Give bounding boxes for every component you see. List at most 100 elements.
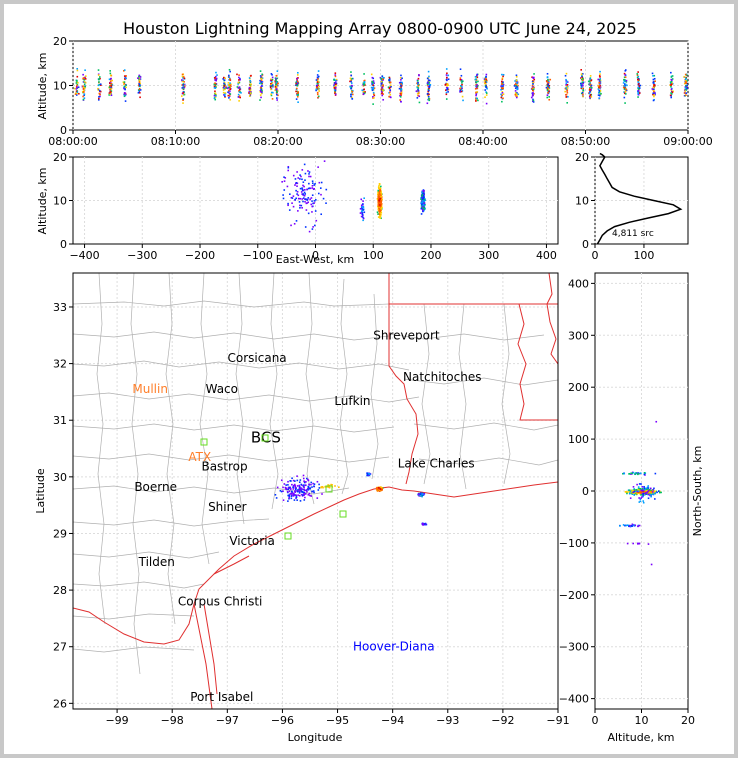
- source-point: [652, 75, 654, 77]
- source-point: [460, 87, 462, 89]
- source-point: [181, 75, 184, 78]
- source-point: [294, 484, 296, 487]
- source-point: [180, 95, 183, 97]
- source-point: [295, 496, 298, 498]
- source-point: [380, 203, 383, 205]
- county-line: [370, 293, 379, 480]
- source-point: [641, 486, 644, 488]
- source-point: [389, 84, 392, 87]
- source-point: [137, 89, 140, 91]
- place-label: Waco: [206, 382, 238, 396]
- source-point: [636, 490, 639, 493]
- source-point: [76, 86, 79, 89]
- source-point: [566, 87, 569, 89]
- source-point: [580, 78, 583, 81]
- source-point: [389, 93, 392, 96]
- source-point: [299, 197, 302, 200]
- source-point: [296, 475, 298, 477]
- source-point: [651, 490, 654, 492]
- county-line: [73, 300, 390, 308]
- source-point: [423, 493, 425, 495]
- source-point: [214, 85, 217, 87]
- source-point: [313, 485, 315, 488]
- source-point: [371, 83, 373, 86]
- x-tick-label: −95: [326, 714, 349, 727]
- source-point: [334, 74, 337, 76]
- source-point: [237, 83, 239, 85]
- source-point: [311, 486, 313, 488]
- source-point: [98, 95, 100, 98]
- source-point: [475, 85, 477, 87]
- source-point: [181, 73, 184, 76]
- source-point: [516, 91, 518, 94]
- source-point: [388, 95, 390, 98]
- source-point: [362, 217, 365, 220]
- source-point: [109, 91, 112, 93]
- source-point: [624, 74, 626, 76]
- source-point: [309, 494, 311, 497]
- source-point: [275, 74, 278, 77]
- source-point: [283, 189, 286, 191]
- source-point: [276, 99, 278, 101]
- source-point: [377, 198, 379, 201]
- source-point: [238, 89, 241, 91]
- source-point: [566, 102, 568, 104]
- source-point: [422, 190, 425, 193]
- source-point: [379, 215, 382, 217]
- source-point: [269, 86, 272, 89]
- mississippi-river: [546, 273, 558, 365]
- source-point: [372, 91, 375, 94]
- county-line: [73, 646, 195, 653]
- source-point: [98, 78, 100, 81]
- source-point: [297, 77, 299, 79]
- source-point: [416, 82, 418, 85]
- source-point: [422, 203, 424, 206]
- source-point: [307, 170, 309, 172]
- source-point: [380, 193, 383, 195]
- source-point: [500, 93, 502, 96]
- source-point: [378, 183, 381, 185]
- source-point: [334, 85, 336, 88]
- source-point: [531, 93, 534, 95]
- source-point: [652, 86, 655, 89]
- source-point: [297, 210, 299, 212]
- source-point: [643, 492, 646, 494]
- x-tick-label: −200: [185, 249, 215, 262]
- source-point: [302, 184, 304, 187]
- source-point: [382, 76, 385, 79]
- source-point: [670, 84, 672, 86]
- source-point: [222, 91, 225, 94]
- source-point: [274, 81, 277, 84]
- source-point: [684, 90, 687, 92]
- source-point: [642, 492, 645, 495]
- source-point: [685, 88, 688, 90]
- x-tick-label: −91: [546, 714, 569, 727]
- source-point: [294, 491, 296, 493]
- y-tick-label: 26: [53, 697, 67, 710]
- source-point: [250, 74, 252, 77]
- source-point: [588, 95, 591, 98]
- source-point: [460, 90, 463, 93]
- source-point: [565, 86, 568, 89]
- source-point: [399, 93, 402, 96]
- source-point: [589, 96, 592, 99]
- source-point: [270, 93, 272, 96]
- altitude-ew-points: [281, 160, 427, 233]
- source-point: [625, 81, 628, 83]
- source-point: [292, 205, 295, 208]
- source-point: [380, 90, 383, 93]
- source-point: [637, 71, 639, 73]
- source-point: [250, 91, 252, 93]
- county-line: [418, 457, 558, 466]
- source-point: [685, 92, 688, 94]
- source-point: [671, 82, 673, 85]
- source-point: [300, 491, 303, 493]
- source-point: [378, 200, 381, 202]
- source-point: [625, 79, 628, 82]
- source-point: [228, 89, 230, 92]
- source-point: [378, 197, 380, 200]
- source-point: [389, 96, 391, 98]
- source-point: [350, 80, 352, 83]
- source-point: [531, 84, 534, 87]
- source-point: [297, 194, 300, 197]
